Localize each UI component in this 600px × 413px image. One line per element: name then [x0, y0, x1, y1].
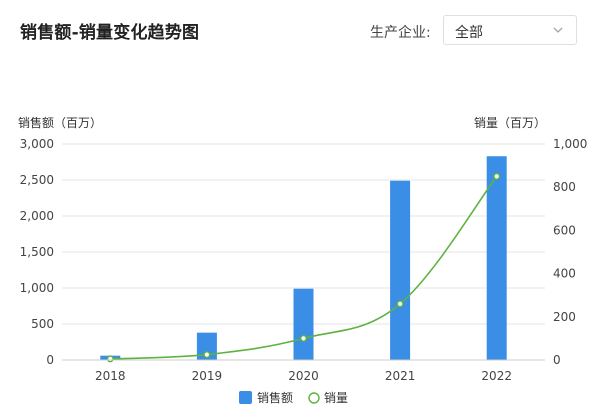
right-tick-label: 0	[553, 353, 561, 367]
legend-line-swatch	[308, 392, 320, 404]
bar[interactable]	[486, 156, 507, 360]
line-point[interactable]	[203, 351, 211, 359]
bar[interactable]	[196, 332, 217, 360]
manufacturer-filter-label: 生产企业:	[370, 25, 431, 41]
x-tick-label: 2020	[288, 369, 319, 383]
bar[interactable]	[390, 180, 411, 360]
line-point[interactable]	[396, 300, 404, 308]
legend[interactable]: 销售额 销量	[239, 390, 348, 405]
x-tick-label: 2019	[192, 369, 223, 383]
line-point[interactable]	[493, 172, 501, 180]
right-tick-label: 600	[553, 223, 576, 237]
legend-bar-swatch	[239, 391, 252, 404]
legend-label-sales: 销售额	[257, 390, 293, 405]
left-tick-label: 1,500	[20, 245, 54, 259]
left-tick-label: 500	[31, 317, 54, 331]
manufacturer-select[interactable]: 全部	[443, 15, 577, 45]
right-tick-label: 400	[553, 267, 576, 281]
left-tick-label: 0	[46, 353, 54, 367]
left-tick-label: 2,500	[20, 173, 54, 187]
chevron-down-icon	[553, 27, 563, 33]
right-tick-label: 1,000	[553, 137, 587, 151]
left-tick-label: 3,000	[20, 137, 54, 151]
right-axis-title: 销量（百万）	[474, 116, 546, 130]
x-tick-label: 2022	[481, 369, 512, 383]
x-tick-label: 2018	[95, 369, 126, 383]
axes: 0 500 1,000 1,500 2,000 2,500 3,000 0 200 400 600 8…	[20, 137, 588, 383]
legend-item-volume[interactable]: 销量	[308, 391, 348, 405]
x-tick-label: 2021	[385, 369, 416, 383]
legend-item-sales[interactable]: 销售额	[239, 390, 293, 405]
line-point[interactable]	[300, 334, 308, 342]
volume-line	[106, 172, 501, 363]
left-tick-label: 1,000	[20, 281, 54, 295]
sales-bars	[100, 156, 507, 360]
manufacturer-select-value: 全部	[455, 25, 483, 41]
volume-line-path	[110, 175, 498, 360]
left-axis-title: 销售额（百万）	[18, 115, 102, 130]
bar[interactable]	[293, 288, 314, 360]
legend-label-volume: 销量	[324, 391, 348, 405]
line-point[interactable]	[106, 355, 114, 363]
grid-lines	[62, 143, 545, 325]
left-tick-label: 2,000	[20, 209, 54, 223]
right-tick-label: 800	[553, 180, 576, 194]
chart-title: 销售额-销量变化趋势图	[20, 23, 200, 43]
right-tick-label: 200	[553, 310, 576, 324]
